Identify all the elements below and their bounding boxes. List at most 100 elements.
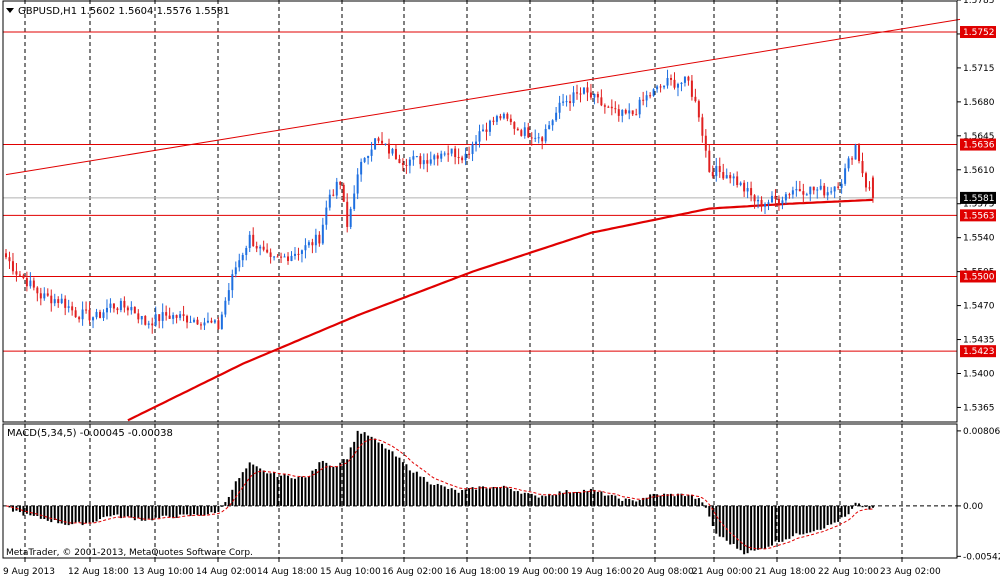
copyright-text: MetaTrader, © 2001-2013, MetaQuotes Soft… [6, 548, 253, 558]
level-label-box [960, 345, 996, 358]
candle-body [300, 250, 303, 254]
level-label-box [960, 26, 996, 39]
candle-body [8, 257, 11, 262]
candle-body [844, 168, 847, 184]
time-tick-label: 14 Aug 18:00 [257, 567, 318, 577]
candle-body [356, 174, 359, 194]
candle-body [854, 145, 857, 160]
candle-body [119, 300, 122, 311]
candle-body [663, 85, 666, 88]
candle-body [123, 300, 126, 308]
candle-body [565, 101, 568, 103]
candle-body [276, 256, 279, 258]
candle-body [189, 321, 192, 323]
candle-body [339, 181, 342, 185]
candle-body [81, 309, 84, 320]
candle-body [346, 201, 349, 227]
candle-body [384, 143, 387, 145]
candle-body [210, 320, 213, 323]
candle-body [57, 299, 60, 304]
candle-body [29, 280, 32, 287]
time-tick-label: 14 Aug 02:00 [196, 567, 257, 577]
candle-body [488, 120, 491, 132]
candle-body [255, 246, 258, 249]
moving-average-line [127, 198, 874, 422]
candle-body [864, 173, 867, 188]
candle-body [168, 315, 171, 319]
candle-body [812, 186, 815, 191]
candle-body [436, 155, 439, 159]
candle-body [179, 314, 182, 318]
candle-body [15, 271, 18, 275]
price-tick-label: 1.5575 [963, 200, 995, 210]
candle-body [433, 155, 436, 160]
candle-body [520, 130, 523, 136]
candle-body [833, 186, 836, 192]
candle-body [798, 189, 801, 192]
candle-body [454, 148, 457, 158]
candle-body [290, 255, 293, 262]
candle-body [548, 125, 551, 129]
candle-body [5, 253, 7, 258]
candle-body [750, 188, 753, 196]
candle-body [478, 131, 481, 142]
candle-body [241, 254, 244, 261]
candle-body [683, 76, 686, 83]
candle-body [509, 118, 512, 123]
candle-body [440, 153, 443, 159]
candle-body [729, 175, 732, 179]
candle-body [777, 198, 780, 204]
candle-body [36, 287, 39, 294]
candle-body [130, 306, 133, 311]
grid [3, 0, 957, 558]
candle-body [353, 193, 356, 209]
candle-body [429, 159, 432, 164]
candle-body [621, 109, 624, 116]
time-tick-label: 23 Aug 02:00 [880, 567, 941, 577]
candle-body [46, 293, 49, 296]
candle-body [701, 117, 704, 136]
trendline[interactable] [5, 18, 961, 176]
candle-body [349, 208, 352, 227]
candle-body [659, 86, 662, 88]
candle-body [311, 242, 314, 246]
candle-body [231, 274, 234, 291]
candle-body [690, 80, 693, 97]
candle-body [394, 148, 397, 160]
candle-body [652, 89, 655, 96]
candle-body [391, 148, 394, 154]
candle-body [589, 92, 592, 98]
candle-body [60, 298, 63, 304]
candle-body [381, 140, 384, 144]
candle-body [757, 199, 760, 202]
candle-body [11, 261, 14, 272]
macd-histogram [5, 430, 874, 555]
candle-body [370, 149, 373, 156]
time-tick-label: 19 Aug 00:00 [508, 567, 569, 577]
macd-tick-label: 0.00806 [963, 427, 1000, 437]
candle-body [530, 137, 533, 139]
price-tick-label: 1.5365 [963, 403, 995, 413]
candle-body [314, 234, 317, 246]
candle-body [471, 144, 474, 154]
candle-body [868, 187, 871, 189]
candle-body [784, 194, 787, 201]
candle-body [186, 315, 189, 323]
candle-body [802, 191, 805, 195]
time-tick-label: 15 Aug 10:00 [320, 567, 381, 577]
candle-body [374, 138, 377, 150]
candle-body [67, 306, 70, 308]
candle-body [645, 95, 648, 101]
candle-body [199, 324, 202, 326]
moving-average-layer [127, 198, 874, 422]
price-tick-label: 1.5645 [963, 132, 995, 142]
candle-body [600, 97, 603, 106]
candle-body [767, 202, 770, 204]
price-tick-label: 1.5680 [963, 98, 995, 108]
candle-body [527, 127, 530, 138]
candle-body [562, 101, 565, 103]
dropdown-arrow-icon[interactable] [6, 8, 14, 13]
trendline-layer [5, 18, 961, 176]
